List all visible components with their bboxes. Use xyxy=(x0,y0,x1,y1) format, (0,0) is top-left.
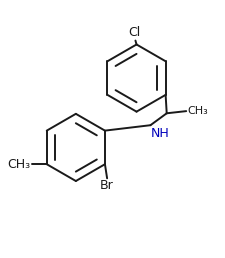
Text: CH₃: CH₃ xyxy=(187,106,207,116)
Text: Cl: Cl xyxy=(128,26,140,39)
Text: NH: NH xyxy=(150,127,169,140)
Text: CH₃: CH₃ xyxy=(7,158,30,171)
Text: Br: Br xyxy=(100,179,113,192)
